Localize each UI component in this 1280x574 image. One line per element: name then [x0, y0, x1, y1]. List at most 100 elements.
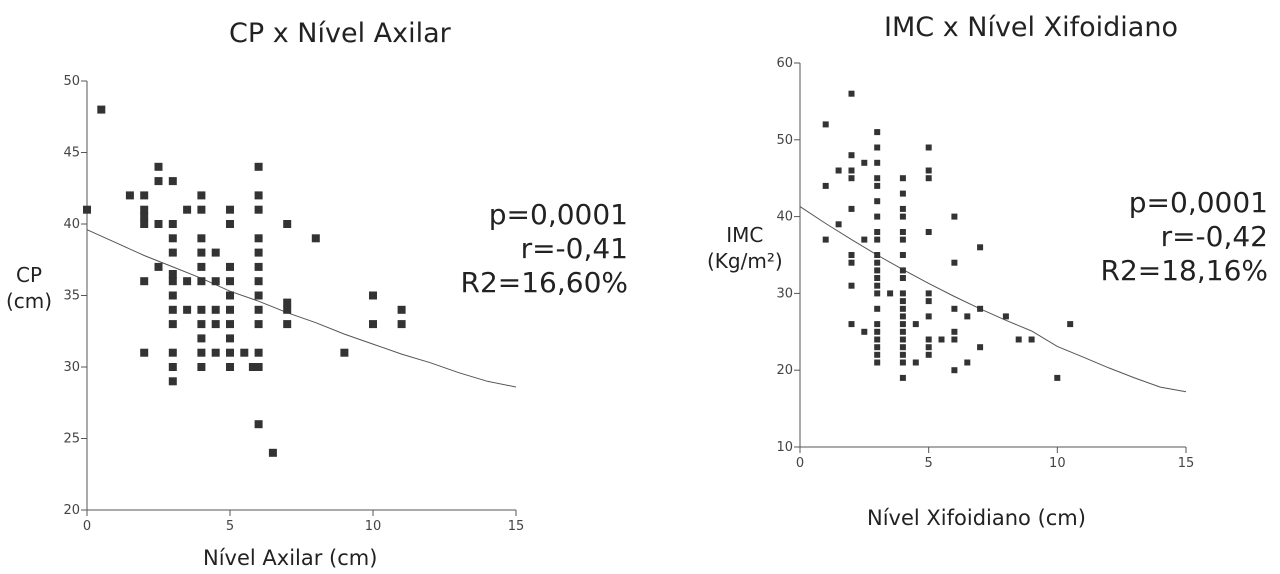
data-point — [283, 298, 292, 307]
data-point — [874, 144, 881, 151]
stat-p: p=0,0001 — [1128, 186, 1268, 219]
data-point — [226, 320, 234, 329]
y-tick-label: 25 — [63, 432, 80, 447]
data-point — [140, 348, 149, 357]
data-point — [254, 162, 263, 171]
data-point — [874, 328, 881, 335]
plot-area: 10 20 30 40 50 60 0 5 10 15 — [776, 56, 1194, 471]
data-point — [874, 275, 881, 281]
data-point — [397, 305, 406, 314]
data-point — [822, 182, 829, 189]
y-axis-label-name: CP — [16, 263, 43, 287]
data-point — [226, 205, 234, 214]
data-point — [211, 320, 220, 329]
data-point — [226, 363, 234, 371]
data-point — [254, 320, 263, 329]
data-point — [226, 348, 234, 357]
x-axis-label: Nível Xifoidiano (cm) — [867, 506, 1086, 530]
data-point — [140, 220, 149, 228]
data-point — [951, 336, 958, 343]
y-axis-label: CP (cm) — [6, 262, 52, 314]
data-point — [848, 167, 855, 174]
data-point — [397, 320, 406, 329]
data-point — [226, 305, 234, 314]
data-point — [822, 121, 829, 128]
x-tick-label: 0 — [796, 456, 804, 471]
data-point — [874, 305, 881, 312]
data-point — [874, 236, 881, 243]
data-point — [925, 336, 932, 343]
data-point — [899, 267, 906, 274]
chart-imc-xifoidiano: IMC x Nível Xifoidiano IMC (Kg/m²) p=0,0… — [640, 0, 1280, 574]
data-point — [848, 175, 855, 182]
data-point — [283, 220, 292, 228]
data-point — [168, 320, 177, 329]
data-point — [874, 182, 881, 189]
data-point — [168, 277, 177, 286]
stat-p: p=0,0001 — [488, 198, 628, 231]
data-point — [835, 221, 842, 228]
data-point — [283, 320, 292, 329]
data-point — [848, 321, 855, 328]
data-point — [874, 252, 881, 258]
data-point — [168, 270, 177, 278]
chart-title: CP x Nível Axilar — [229, 18, 451, 49]
data-point — [197, 234, 206, 243]
chart-title: IMC x Nível Xifoidiano — [884, 12, 1178, 43]
y-tick-label: 35 — [63, 289, 80, 304]
y-axis-label: IMC (Kg/m²) — [707, 222, 783, 274]
data-point — [140, 212, 149, 221]
data-point — [848, 259, 855, 266]
data-point — [154, 162, 163, 171]
data-point — [899, 275, 906, 281]
data-point — [1002, 313, 1009, 320]
data-point — [154, 220, 163, 228]
y-tick-label: 45 — [63, 146, 80, 161]
stat-r: r=-0,42 — [1160, 220, 1268, 253]
data-point — [899, 351, 906, 358]
data-point — [925, 175, 932, 182]
data-point — [197, 277, 206, 286]
y-tick-label: 10 — [776, 440, 793, 455]
data-point — [925, 144, 932, 151]
data-point — [97, 105, 106, 114]
y-tick-label: 20 — [776, 363, 793, 378]
data-point — [977, 244, 984, 251]
data-point — [848, 152, 855, 159]
data-point — [340, 348, 349, 357]
data-point — [899, 321, 906, 328]
data-point — [964, 359, 971, 366]
data-point — [951, 259, 958, 266]
data-point — [254, 277, 263, 286]
data-point — [168, 363, 177, 371]
x-axis-label: Nível Axilar (cm) — [203, 546, 378, 570]
data-point — [874, 351, 881, 358]
x-tick-label: 10 — [365, 519, 382, 534]
x-tick-label: 10 — [1049, 456, 1066, 471]
data-point — [197, 305, 206, 314]
data-point — [874, 175, 881, 182]
data-point — [925, 167, 932, 174]
data-point — [861, 159, 868, 166]
data-point — [140, 277, 149, 286]
data-point — [254, 305, 263, 314]
data-point — [369, 320, 377, 329]
stat-r: r=-0,41 — [520, 232, 628, 265]
data-point — [168, 248, 177, 257]
y-tick-label: 20 — [63, 503, 80, 518]
data-point — [168, 291, 177, 300]
data-point — [248, 363, 257, 371]
data-point — [977, 305, 984, 312]
data-point — [964, 313, 971, 320]
data-point — [899, 175, 906, 182]
y-axis-label-unit: (Kg/m²) — [707, 249, 783, 273]
data-point — [311, 234, 320, 243]
data-point — [211, 248, 220, 257]
data-point — [899, 205, 906, 212]
data-point — [240, 348, 249, 357]
data-point — [254, 262, 263, 271]
y-tick-label: 40 — [63, 217, 80, 232]
data-point — [183, 277, 192, 286]
y-tick-label: 50 — [776, 133, 793, 148]
stat-r2: R2=16,60% — [460, 266, 629, 299]
